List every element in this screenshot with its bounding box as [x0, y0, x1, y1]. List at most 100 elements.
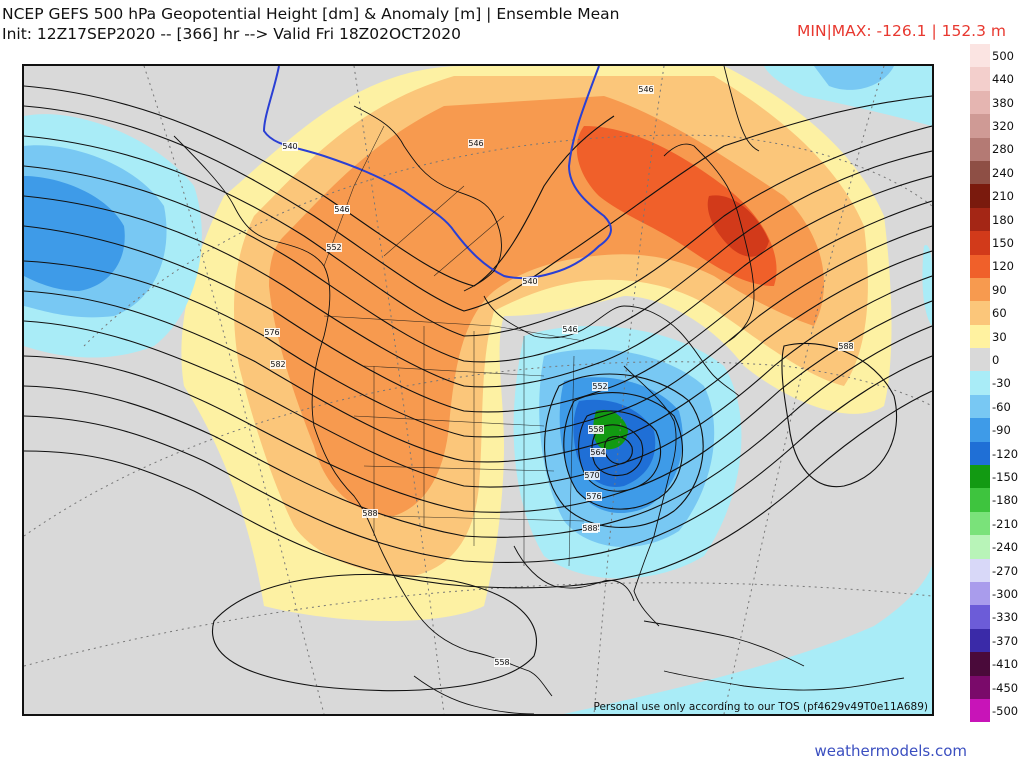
colorbar-label: -30 — [992, 376, 1011, 391]
colorbar-swatch — [970, 675, 990, 699]
colorbar-label: -330 — [992, 610, 1019, 625]
colorbar-label: -180 — [992, 493, 1019, 508]
contour-label: 546 — [638, 85, 653, 94]
colorbar-label: 120 — [992, 259, 1014, 274]
colorbar-label: 280 — [992, 142, 1014, 157]
contour-label: 558 — [588, 425, 603, 434]
contour-label-bg — [326, 243, 342, 252]
contour-label-bg — [588, 425, 604, 434]
contour-label: 588 — [838, 342, 853, 351]
anomaly-negative-east — [513, 326, 742, 579]
contour-label: 540 — [282, 142, 297, 151]
colorbar-label: 150 — [992, 235, 1014, 250]
colorbar-label: -410 — [992, 657, 1019, 672]
title-block: NCEP GEFS 500 hPa Geopotential Height [d… — [2, 4, 620, 44]
contour-label-bg — [592, 382, 608, 391]
colorbar-label: 0 — [992, 352, 1000, 367]
colorbar-label: 240 — [992, 165, 1014, 180]
colorbar-swatch — [970, 324, 990, 349]
anomaly-negative-west — [24, 114, 202, 358]
contour-label-bg — [468, 139, 484, 148]
contour-label: 546 — [468, 139, 483, 148]
anomaly-negative-small — [922, 245, 932, 326]
colorbar-swatch — [970, 184, 990, 208]
colorbar-swatch — [970, 698, 990, 723]
colorbar-label: 180 — [992, 212, 1014, 227]
colorbar-swatch — [970, 465, 990, 489]
colorbar-label: 500 — [992, 48, 1014, 63]
colorbar-swatch — [970, 535, 990, 559]
contour-label: 540 — [522, 277, 537, 286]
contour-label-bg — [522, 277, 538, 286]
contour-label-bg — [586, 492, 602, 501]
contour-label-bg — [582, 524, 598, 533]
site-credit[interactable]: weathermodels.com — [814, 742, 967, 760]
contour-label: 576 — [264, 328, 279, 337]
colorbar-swatch — [970, 652, 990, 676]
contour-label: 558 — [494, 658, 509, 667]
contour-label-bg — [362, 509, 378, 518]
colorbar-swatch — [970, 394, 990, 419]
colorbar-label: 60 — [992, 306, 1007, 321]
colorbar-swatch — [970, 277, 990, 302]
colorbar-swatch — [970, 418, 990, 442]
chart-title: NCEP GEFS 500 hPa Geopotential Height [d… — [2, 5, 620, 23]
contour-label: 582 — [270, 360, 285, 369]
contour-540-line — [262, 66, 612, 280]
colorbar-swatch — [970, 160, 990, 185]
contour-label-bg — [334, 205, 350, 214]
colorbar-label: 210 — [992, 189, 1014, 204]
coastlines — [173, 66, 905, 714]
colorbar-label: -500 — [992, 703, 1019, 718]
colorbar-swatch — [970, 371, 990, 395]
contour-label-bg — [584, 471, 600, 480]
colorbar-label: -370 — [992, 633, 1019, 648]
map-canvas: 546 540 546 552 576 582 588 540 546 552 558 564 570 5… — [24, 66, 932, 714]
tos-credit: Personal use only according to our TOS (… — [593, 701, 928, 713]
anomaly-negative-arctic — [764, 66, 932, 126]
contour-label: 588 — [582, 524, 597, 533]
contour-label-bg — [494, 658, 510, 667]
colorbar-swatch — [970, 558, 990, 582]
anomaly-negative-caribbean — [564, 566, 932, 714]
graticule — [24, 66, 932, 714]
contour-label: 588 — [362, 509, 377, 518]
colorbar-label: -150 — [992, 469, 1019, 484]
colorbar-swatch — [970, 348, 990, 372]
colorbar-swatch — [970, 511, 990, 536]
colorbar-swatch — [970, 90, 990, 115]
contour-label-bg — [270, 360, 286, 369]
political-borders — [323, 125, 585, 567]
contour-label-bg — [264, 328, 280, 337]
contour-label-bg — [282, 142, 298, 151]
colorbar-label: 30 — [992, 329, 1007, 344]
contour-label-bg — [590, 448, 606, 457]
colorbar-swatch — [970, 581, 990, 606]
colorbar-swatch — [970, 44, 990, 68]
colorbar — [970, 44, 990, 723]
colorbar-label: 90 — [992, 282, 1007, 297]
contour-label: 552 — [592, 382, 607, 391]
colorbar-swatch — [970, 488, 990, 512]
min-max-readout: MIN|MAX: -126.1 | 152.3 m — [797, 22, 1006, 40]
contour-label: 546 — [334, 205, 349, 214]
contour-label-bg — [562, 325, 578, 334]
colorbar-label: -240 — [992, 540, 1019, 555]
colorbar-label: -300 — [992, 586, 1019, 601]
colorbar-swatch — [970, 231, 990, 255]
colorbar-swatch — [970, 605, 990, 629]
contour-label: 546 — [562, 325, 577, 334]
colorbar-label: -120 — [992, 446, 1019, 461]
colorbar-swatch — [970, 137, 990, 161]
colorbar-label: -60 — [992, 399, 1011, 414]
colorbar-swatch — [970, 67, 990, 91]
colorbar-swatch — [970, 207, 990, 232]
contour-label: 576 — [586, 492, 601, 501]
contour-labels: 546 540 546 552 576 582 588 540 546 552 558 564 570 5… — [264, 85, 854, 667]
colorbar-swatch — [970, 301, 990, 325]
colorbar-swatch — [970, 254, 990, 278]
colorbar-swatch — [970, 628, 990, 653]
colorbar-label: 320 — [992, 118, 1014, 133]
colorbar-label: 440 — [992, 72, 1014, 87]
map-panel: 546 540 546 552 576 582 588 540 546 552 558 564 570 5… — [22, 64, 934, 716]
